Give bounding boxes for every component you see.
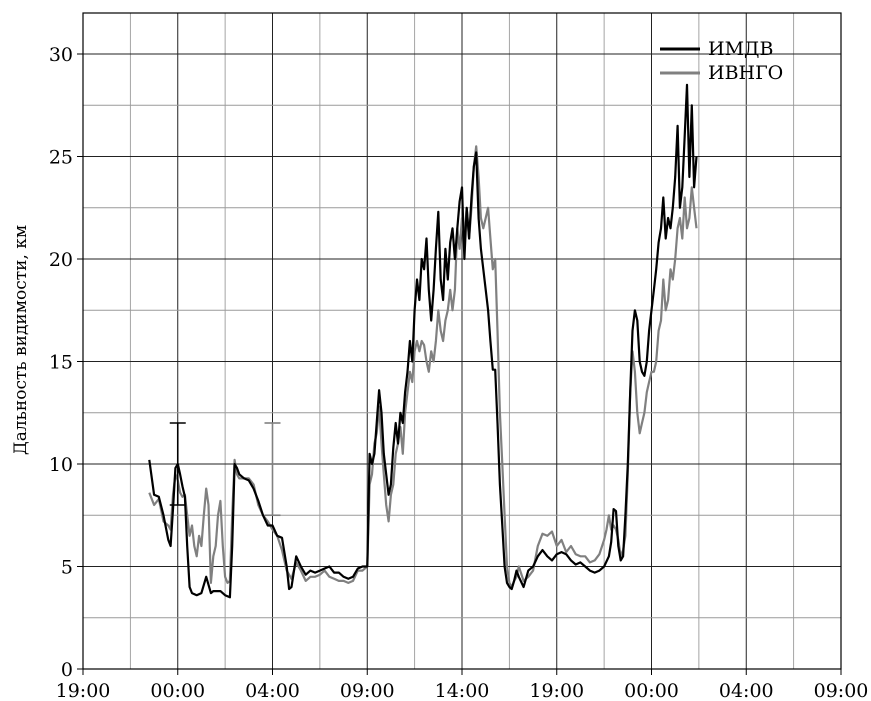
x-tick-label: 00:00 <box>150 680 205 701</box>
x-tick-label: 19:00 <box>56 680 111 701</box>
y-axis-title: Дальность видимости, км <box>11 225 31 455</box>
error-bar-ivngo <box>264 422 281 517</box>
y-tick-label: 25 <box>49 147 73 169</box>
x-tick-label: 04:00 <box>245 680 300 701</box>
y-tick-label: 30 <box>49 44 73 66</box>
series-line-imdv <box>148 83 698 599</box>
legend: ИМДВ ИВНГО <box>660 38 783 84</box>
legend-label-ivngo: ИВНГО <box>708 62 783 84</box>
y-tick-label: 10 <box>49 454 73 476</box>
grid <box>83 13 841 669</box>
x-tick-label: 09:00 <box>814 680 869 701</box>
x-tick-label: 19:00 <box>529 680 584 701</box>
y-tick-label: 5 <box>61 557 73 579</box>
x-tick-label: 09:00 <box>340 680 395 701</box>
y-tick-label: 20 <box>49 249 73 271</box>
error-bars <box>169 422 281 517</box>
x-tick-label: 04:00 <box>719 680 774 701</box>
y-tick-label: 15 <box>49 352 73 374</box>
series-line-ivngo <box>148 145 698 589</box>
axis-ticks: 0 5 10 15 20 25 30 19:00 00:00 04:00 09:00 14:00 19:… <box>49 44 869 701</box>
y-tick-label: 0 <box>61 659 73 681</box>
legend-label-imdv: ИМДВ <box>708 38 773 60</box>
x-tick-label: 00:00 <box>624 680 679 701</box>
series-layer <box>148 83 698 599</box>
x-tick-label: 14:00 <box>435 680 490 701</box>
error-bar-imdv <box>169 422 186 506</box>
